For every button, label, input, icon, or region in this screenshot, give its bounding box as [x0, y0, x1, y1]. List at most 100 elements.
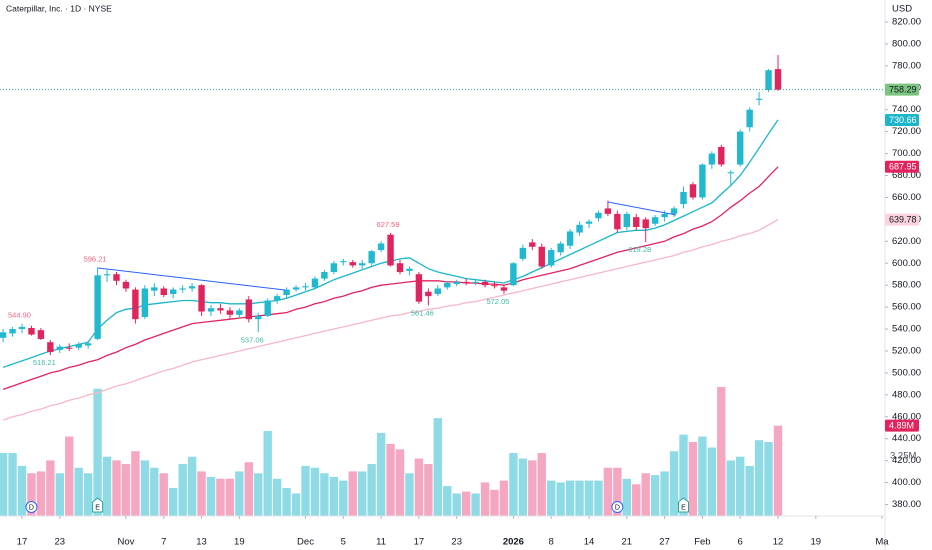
volume-bar — [603, 467, 613, 516]
volume-bar — [736, 456, 745, 516]
y-tick-label: 420.00 — [892, 455, 921, 466]
volume-bar — [310, 467, 320, 516]
y-tick-label: 440.00 — [892, 433, 921, 444]
candle-body — [283, 289, 290, 296]
trend-line — [607, 201, 677, 216]
y-tick-label: 540.00 — [892, 324, 921, 335]
volume-bar — [131, 451, 140, 516]
price-tag — [885, 83, 919, 96]
candle-body — [321, 272, 328, 279]
volume-bar — [660, 471, 669, 516]
volume-bar — [329, 476, 339, 516]
candle-body — [217, 308, 224, 311]
candle-body — [481, 281, 489, 286]
candle-body — [661, 213, 668, 218]
event-label: E — [95, 504, 100, 511]
y-tick-label: 800.00 — [892, 38, 921, 49]
y-tick-label: 500.00 — [892, 367, 921, 378]
volume-bar — [386, 443, 395, 516]
volume-bar — [547, 480, 556, 516]
candle-body — [207, 308, 215, 312]
volume-bar — [358, 471, 367, 516]
y-tick-label: 460.00 — [892, 411, 921, 422]
volume-bar — [206, 476, 216, 516]
candle-body — [122, 281, 130, 289]
volume-bar — [518, 458, 528, 516]
candle-body — [529, 242, 536, 247]
price-tag — [885, 419, 919, 432]
volume-bar — [112, 460, 121, 516]
overlay-layer: 820.00800.00780.00760.00740.00720.00700.… — [0, 16, 921, 548]
volume-bar — [0, 453, 8, 516]
candle-body — [434, 288, 441, 294]
volume-bar — [717, 386, 726, 516]
volume-bar — [754, 440, 764, 516]
y-tick-label: 600.00 — [892, 258, 921, 269]
price-tag-label: 730.66 — [889, 115, 917, 125]
candle-body — [699, 164, 706, 198]
candle-body — [160, 288, 167, 296]
x-tick-label: 23 — [55, 537, 66, 548]
candle-body — [368, 251, 375, 264]
candle-body — [245, 299, 252, 320]
price-tag-label: 4.89M — [889, 421, 914, 431]
candle-body — [425, 291, 432, 297]
volume-bar — [424, 464, 433, 516]
x-tick-label: 17 — [414, 537, 425, 548]
volume-bar — [150, 467, 159, 516]
candle-body — [273, 296, 281, 301]
candle-body — [264, 300, 271, 316]
volume-bar — [641, 473, 650, 516]
y-tick-label: 620.00 — [892, 236, 921, 247]
y-tick-label: 660.00 — [892, 192, 921, 203]
volume-bar — [27, 473, 36, 516]
candle-body — [226, 310, 234, 315]
candle-body — [179, 288, 186, 290]
volume-bar — [121, 464, 131, 516]
volume-bar — [102, 456, 112, 516]
volume-bar — [433, 418, 442, 516]
candle-body — [623, 213, 630, 228]
volume-bar — [187, 456, 197, 516]
volume-bar — [745, 465, 754, 516]
candle-body — [642, 219, 649, 229]
volume-bar — [272, 478, 282, 516]
volume-bar — [140, 460, 150, 516]
volume-bar — [414, 458, 424, 516]
x-tick-label: Feb — [694, 537, 710, 548]
volume-bar — [584, 480, 594, 516]
volume-bar — [55, 473, 64, 516]
candle-body — [510, 263, 517, 286]
volume-layer — [0, 386, 783, 516]
candle-body — [500, 287, 508, 291]
candle-body — [538, 246, 545, 267]
volume-bar — [301, 465, 310, 516]
volume-bar — [688, 442, 698, 516]
price-annotation: 544.90 — [8, 311, 31, 320]
candle-body — [9, 329, 16, 334]
candle-body — [255, 315, 262, 320]
volume-bar — [17, 465, 27, 516]
price-tag-label: 687.95 — [889, 162, 917, 172]
candle-body — [198, 285, 205, 312]
price-annotation: 572.05 — [486, 297, 509, 306]
volume-bar — [452, 493, 461, 516]
y-tick-label: 700.00 — [892, 148, 921, 159]
candle-body — [633, 217, 640, 228]
x-tick-label: 19 — [811, 537, 822, 548]
volume-bar — [556, 482, 565, 516]
event-marker — [611, 501, 624, 513]
volume-bar — [698, 436, 707, 516]
volume-bar — [594, 480, 603, 516]
volume-bar — [254, 473, 263, 516]
y-tick-label: 520.00 — [892, 346, 921, 357]
volume-bar — [528, 460, 537, 516]
event-label: D — [615, 504, 620, 511]
candle-body — [604, 208, 612, 214]
x-tick-label: 11 — [376, 537, 386, 548]
price-annotation: 596.21 — [84, 254, 107, 263]
candle-body — [651, 217, 659, 224]
candle-body — [113, 274, 120, 281]
candle-body — [292, 287, 300, 290]
